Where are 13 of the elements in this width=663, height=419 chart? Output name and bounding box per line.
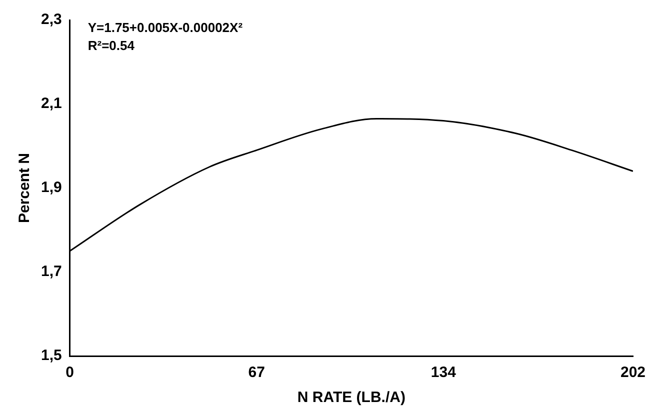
y-tick-label: 2,1 bbox=[40, 95, 62, 112]
x-axis-title: N RATE (LB./A) bbox=[297, 389, 406, 406]
y-tick-label: 1,5 bbox=[40, 347, 62, 364]
y-tick-label: 1,9 bbox=[40, 179, 62, 196]
annotation: R²=0.54 bbox=[88, 38, 136, 54]
y-tick-label: 2,3 bbox=[40, 11, 62, 28]
y-axis-title: Percent N bbox=[16, 152, 34, 224]
x-tick-label: 0 bbox=[66, 364, 74, 382]
x-tick-label: 202 bbox=[620, 364, 646, 382]
x-tick-label: 67 bbox=[248, 364, 265, 382]
annotation: Y=1.75+0.005X-0.00002X² bbox=[88, 20, 244, 36]
x-tick-label: 134 bbox=[430, 364, 457, 382]
y-tick-label: 1,7 bbox=[40, 263, 62, 280]
